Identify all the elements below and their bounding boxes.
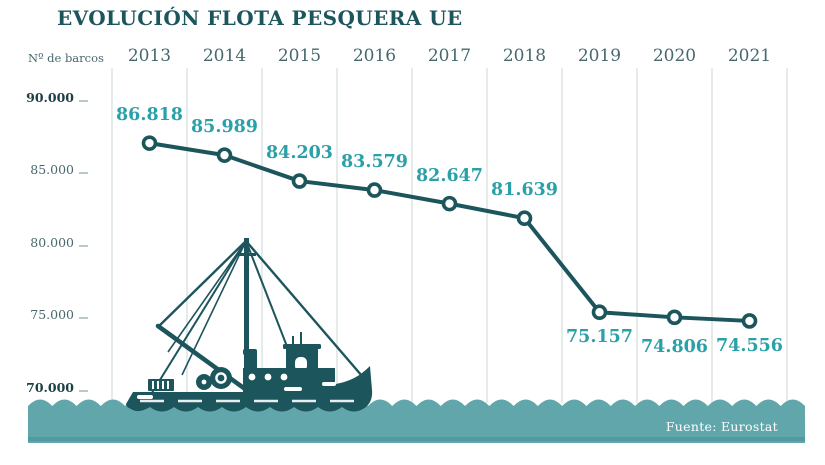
boat-porthole: [280, 373, 288, 381]
boat-porthole: [248, 373, 256, 381]
data-point-marker: [366, 182, 383, 198]
data-point-marker: [141, 135, 158, 151]
data-point-marker: [216, 147, 233, 163]
y-tick-label: 80.000: [30, 234, 74, 250]
y-axis-title: Nº de barcos: [28, 51, 104, 65]
data-point-marker: [516, 210, 533, 227]
y-axis-tick: 80.000: [0, 233, 88, 251]
boat-cargo-slat: [162, 381, 164, 389]
x-axis-label: 2016: [352, 46, 397, 66]
y-tick-mark: [79, 244, 88, 247]
x-axis-label: 2015: [277, 46, 322, 66]
y-tick-mark: [79, 317, 88, 319]
data-point-marker: [666, 309, 683, 326]
y-axis-tick: 85.000: [0, 161, 88, 179]
boat-funnel-top: [243, 349, 257, 355]
data-point-label: 84.203: [266, 143, 333, 164]
y-tick-label: 70.000: [26, 379, 74, 395]
data-point-label: 75.157: [566, 327, 633, 348]
boat-winch-small-hub: [201, 379, 207, 385]
boat-cargo-slat: [167, 381, 169, 389]
boat-crosstree: [237, 253, 256, 256]
boat-antenna: [300, 332, 302, 345]
x-axis-label: 2017: [427, 46, 472, 66]
boat-winch-large: [210, 367, 232, 389]
boat-winch-ring: [215, 372, 227, 384]
boat-cargo-slat: [157, 381, 159, 389]
y-axis-tick: 90.000: [0, 88, 88, 106]
boat-funnel: [248, 352, 257, 374]
y-tick-mark: [79, 172, 88, 174]
source-credit: Fuente: Eurostat: [665, 419, 778, 434]
sea-wave-band: [28, 399, 805, 443]
wave-shadow-strip: [28, 437, 805, 441]
data-point-marker: [291, 173, 308, 189]
data-point-label: 82.647: [416, 165, 483, 186]
boat-cargo-slat: [152, 381, 154, 389]
wave-surface: [28, 399, 805, 443]
data-point-label: 74.556: [716, 335, 783, 356]
x-axis-label: 2020: [652, 46, 697, 66]
y-tick-label: 85.000: [30, 162, 74, 177]
y-tick-mark: [79, 99, 88, 102]
y-axis-tick: 70.000: [0, 378, 88, 396]
boat-wheelhouse-window: [295, 357, 307, 371]
y-tick-label: 75.000: [30, 307, 74, 322]
trend-line-series: [141, 135, 758, 329]
boat-porthole: [264, 373, 272, 381]
y-tick-mark: [79, 389, 88, 392]
data-point-label: 81.639: [491, 180, 558, 201]
y-tick-label: 90.000: [26, 89, 74, 105]
data-point-marker: [741, 313, 758, 329]
chart-title: EVOLUCIÓN FLOTA PESQUERA UE: [57, 6, 463, 30]
boat-hull-window: [322, 382, 336, 386]
x-axis-label: 2013: [127, 46, 172, 66]
data-point-marker: [591, 304, 608, 321]
boat-hull-window: [284, 387, 302, 391]
boat-mast: [244, 238, 249, 394]
data-point-label: 74.806: [641, 337, 708, 358]
x-axis-label: 2018: [502, 46, 547, 66]
data-point-label: 86.818: [116, 105, 183, 126]
data-point-label: 83.579: [341, 152, 408, 173]
gridlines: [111, 68, 788, 403]
boat-icon: [126, 238, 373, 412]
y-axis-tick: 75.000: [0, 306, 88, 324]
boat-hull-window: [137, 395, 153, 399]
x-axis-label: 2021: [727, 46, 772, 66]
boat-antenna: [292, 336, 294, 345]
x-axis-label: 2019: [577, 46, 622, 66]
data-point-marker: [441, 195, 458, 212]
boat-wheelhouse-roof: [283, 344, 321, 349]
x-axis-label: 2014: [202, 46, 247, 66]
data-point-label: 85.989: [191, 117, 258, 138]
boat-cargo-box: [148, 379, 174, 391]
